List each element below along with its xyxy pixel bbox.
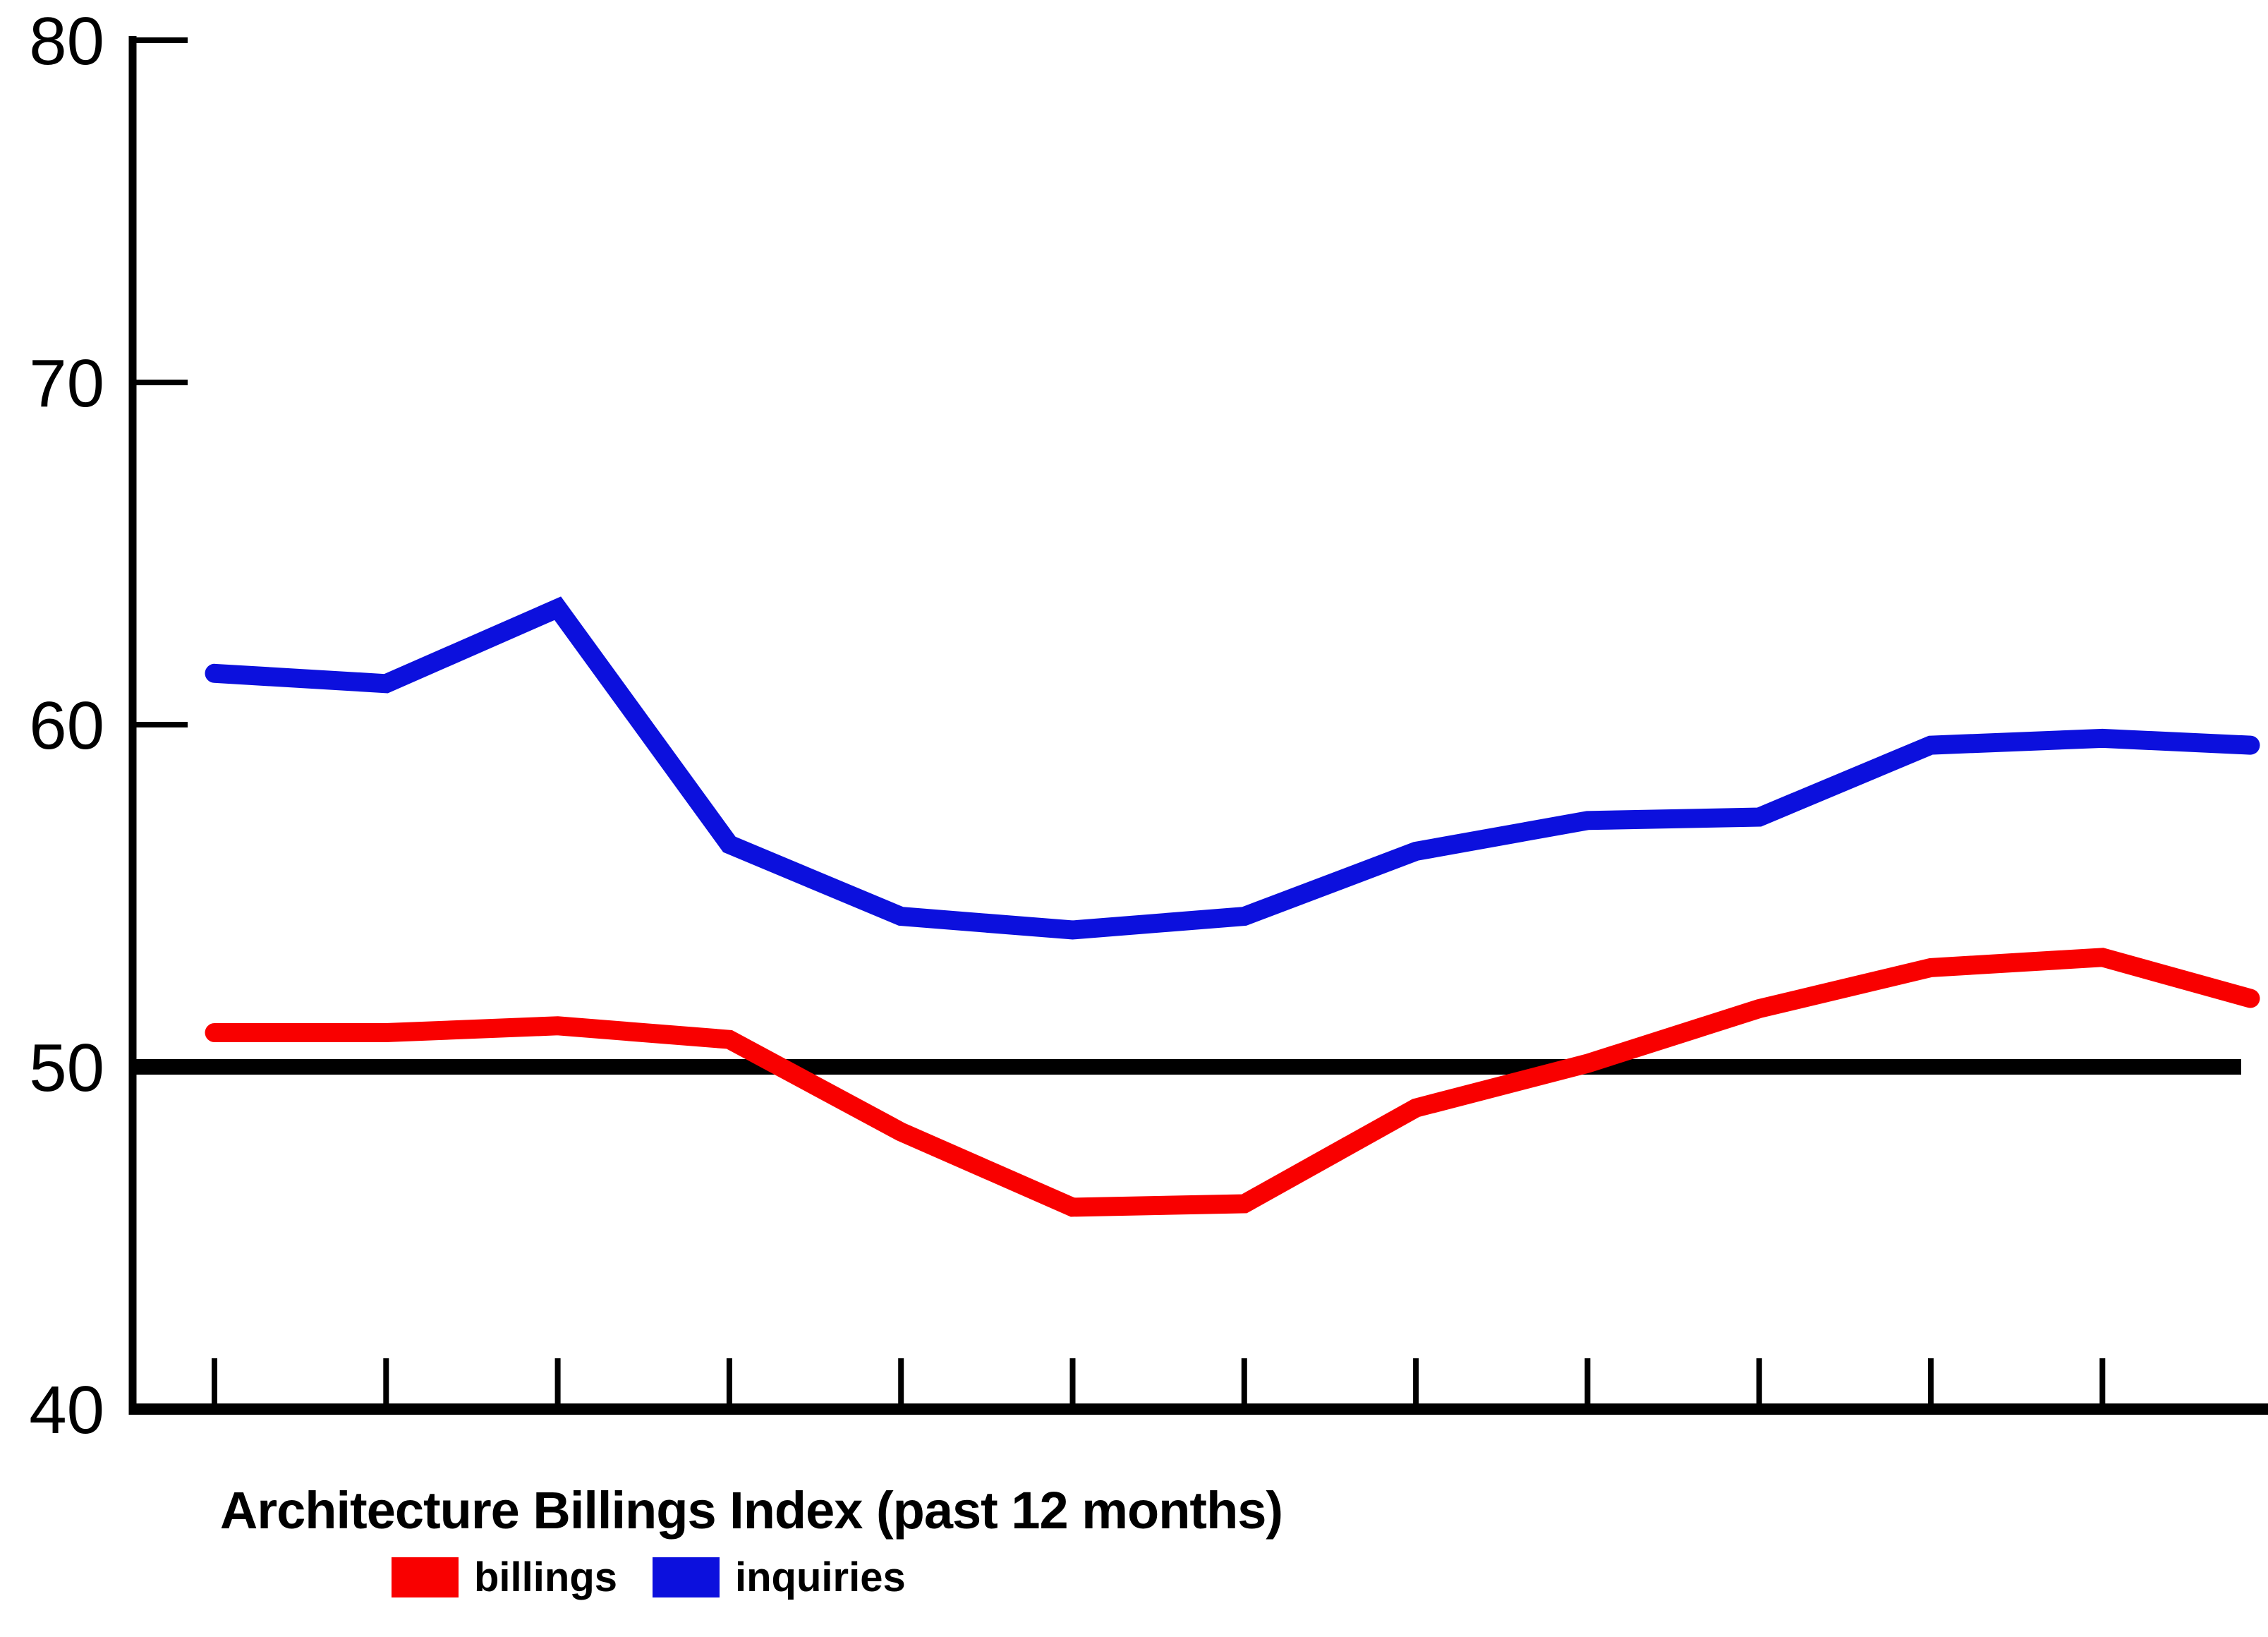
billings-legend-label: billings (474, 1554, 617, 1600)
chart-title: Architecture Billings Index (past 12 mon… (219, 1481, 1283, 1540)
legend-item-inquiries: inquiries (653, 1554, 906, 1601)
inquiries-legend-label: inquiries (735, 1554, 906, 1600)
y-tick-label: 60 (29, 688, 104, 763)
y-tick-label: 40 (29, 1372, 104, 1448)
billings-swatch (392, 1557, 459, 1597)
legend-item-billings: billings (392, 1554, 617, 1601)
series-billings-line (205, 948, 2260, 1217)
series-inquiries-line (205, 596, 2260, 940)
inquiries-swatch (653, 1557, 720, 1597)
y-tick-label: 80 (29, 4, 104, 79)
y-tick-label: 70 (29, 346, 104, 421)
y-tick-label: 50 (29, 1030, 104, 1106)
